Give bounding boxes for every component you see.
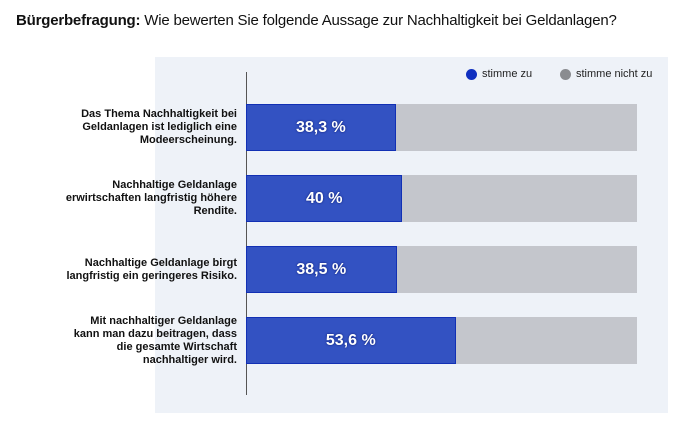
category-label: Das Thema Nachhaltigkeit bei Geldanlagen… bbox=[81, 108, 237, 146]
legend-dot-icon bbox=[466, 68, 477, 80]
bar-disagree bbox=[396, 246, 637, 293]
bar-disagree bbox=[455, 317, 637, 364]
data-label: 40 % bbox=[305, 190, 343, 207]
y-axis-line bbox=[246, 72, 247, 395]
legend-item-agree: stimme zu bbox=[466, 68, 532, 80]
legend-item-disagree: stimme nicht zu bbox=[560, 68, 652, 80]
category-label: Nachhaltige Geldanlage erwirtschaften la… bbox=[65, 179, 237, 217]
bar-agree bbox=[246, 246, 397, 293]
legend-label: stimme nicht zu bbox=[576, 68, 653, 80]
bar-agree bbox=[246, 104, 396, 151]
title-bold: Bürgerbefragung: bbox=[16, 12, 141, 29]
category-label: Mit nachhaltiger Geldanlage kann man daz… bbox=[73, 314, 237, 366]
data-label: 38,5 % bbox=[296, 261, 347, 278]
legend-dot-icon bbox=[560, 68, 571, 80]
data-label: 53,6 % bbox=[325, 332, 376, 349]
title-rest: Wie bewerten Sie folgende Aussage zur Na… bbox=[140, 12, 617, 29]
chart-title: Bürgerbefragung: Wie bewerten Sie folgen… bbox=[16, 12, 617, 29]
category-label: Nachhaltige Geldanlage birgt langfristig… bbox=[66, 256, 237, 282]
bar-disagree bbox=[402, 175, 637, 222]
bar-agree bbox=[246, 317, 456, 364]
legend-label: stimme zu bbox=[482, 68, 533, 80]
data-label: 38,3 % bbox=[295, 119, 346, 136]
bar-disagree bbox=[395, 104, 637, 151]
bar-agree bbox=[246, 175, 403, 222]
